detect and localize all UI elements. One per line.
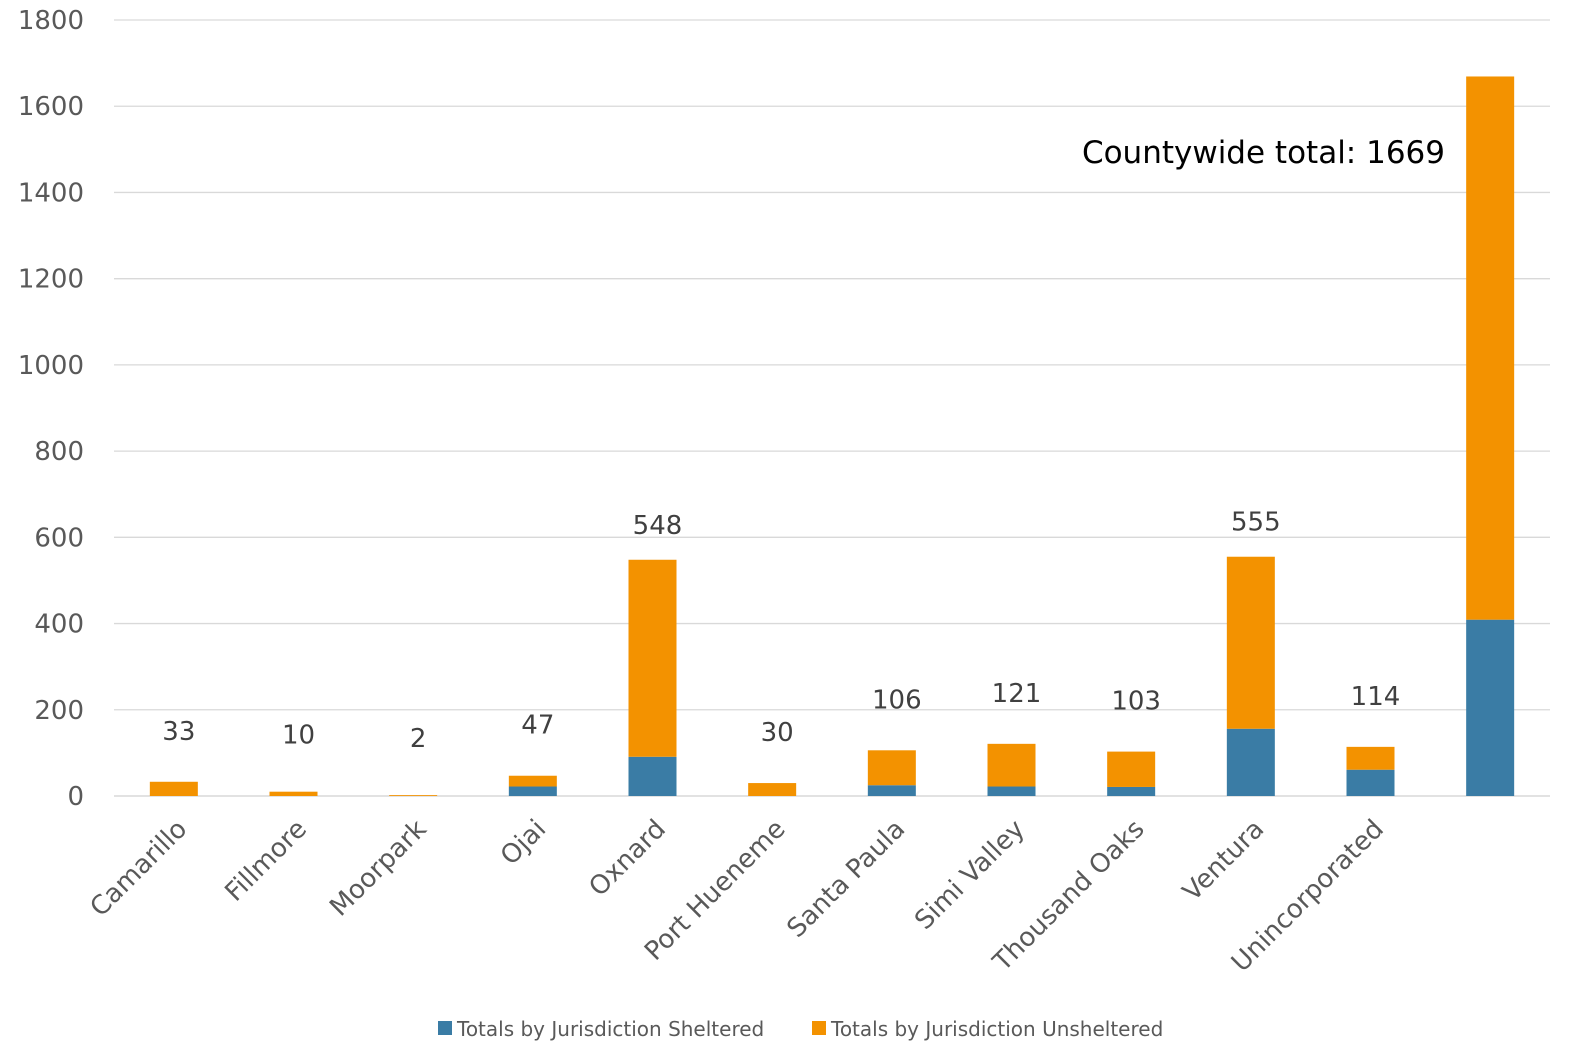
y-tick-label: 400 (34, 610, 84, 640)
y-tick-label: 1800 (18, 6, 84, 36)
countywide-total-annotation: Countywide total: 1669 (1082, 135, 1445, 171)
data-label: 47 (521, 711, 554, 741)
data-label: 121 (992, 679, 1042, 709)
bar-unsheltered (628, 559, 677, 757)
legend-swatch-sheltered (438, 1021, 452, 1035)
bar-unsheltered (269, 791, 318, 796)
data-label: 2 (410, 724, 427, 754)
bar-sheltered (867, 785, 916, 796)
data-label: 10 (282, 721, 315, 751)
gridlines (114, 19, 1550, 797)
bars (149, 76, 1515, 796)
data-labels: 33 10 2 47 548 30 106 121 103 555 114 (162, 508, 1400, 754)
bar-unsheltered (1346, 746, 1395, 770)
y-tick-label: 1000 (18, 351, 84, 381)
y-tick-label: 200 (34, 696, 84, 726)
bar-sheltered (1466, 619, 1515, 796)
y-tick-label: 0 (67, 782, 84, 812)
x-tick-label: Moorpark (324, 814, 432, 922)
x-tick-label: Ojai (495, 814, 552, 871)
y-tick-label: 600 (34, 523, 84, 553)
bar-unsheltered (987, 743, 1036, 787)
x-tick-label: Santa Paula (782, 814, 912, 944)
bar-unsheltered (149, 781, 198, 796)
data-label: 548 (633, 511, 683, 541)
legend-swatch-unsheltered (812, 1021, 826, 1035)
y-axis-ticks: 0 200 400 600 800 1000 1200 1400 1600 1800 (18, 6, 84, 812)
bar-unsheltered (1107, 751, 1156, 787)
y-tick-label: 1600 (18, 92, 84, 122)
y-tick-label: 1200 (18, 265, 84, 295)
data-label: 30 (761, 718, 794, 748)
y-tick-label: 1400 (18, 178, 84, 208)
bar-unsheltered (389, 795, 438, 796)
data-label: 114 (1351, 682, 1401, 712)
bar-sheltered (1346, 769, 1395, 796)
x-tick-label: Simi Valley (909, 814, 1031, 936)
data-label: 555 (1231, 508, 1281, 538)
legend: Totals by Jurisdiction Sheltered Totals b… (438, 1017, 1163, 1041)
data-label: 33 (162, 717, 195, 747)
bar-sheltered (1107, 786, 1156, 796)
data-label: 106 (872, 685, 922, 715)
bar-unsheltered (1466, 76, 1515, 620)
bar-unsheltered (748, 783, 797, 796)
legend-label-unsheltered: Totals by Jurisdiction Unsheltered (830, 1017, 1163, 1041)
data-label: 103 (1111, 687, 1161, 717)
bar-sheltered (508, 786, 557, 796)
bar-unsheltered (1226, 556, 1275, 729)
bar-sheltered (987, 786, 1036, 796)
x-tick-label: Oxnard (583, 814, 671, 902)
bar-sheltered (628, 756, 677, 796)
x-tick-label: Fillmore (219, 814, 312, 907)
bar-sheltered (1226, 728, 1275, 796)
y-tick-label: 800 (34, 437, 84, 467)
x-tick-label: Camarillo (85, 814, 194, 923)
bar-unsheltered (508, 775, 557, 787)
x-axis-ticks: Camarillo Fillmore Moorpark Ojai OxnardPort … (85, 814, 1390, 978)
legend-label-sheltered: Totals by Jurisdiction Sheltered (456, 1017, 764, 1041)
bar-unsheltered (867, 750, 916, 786)
x-tick-label: Ventura (1177, 814, 1270, 907)
